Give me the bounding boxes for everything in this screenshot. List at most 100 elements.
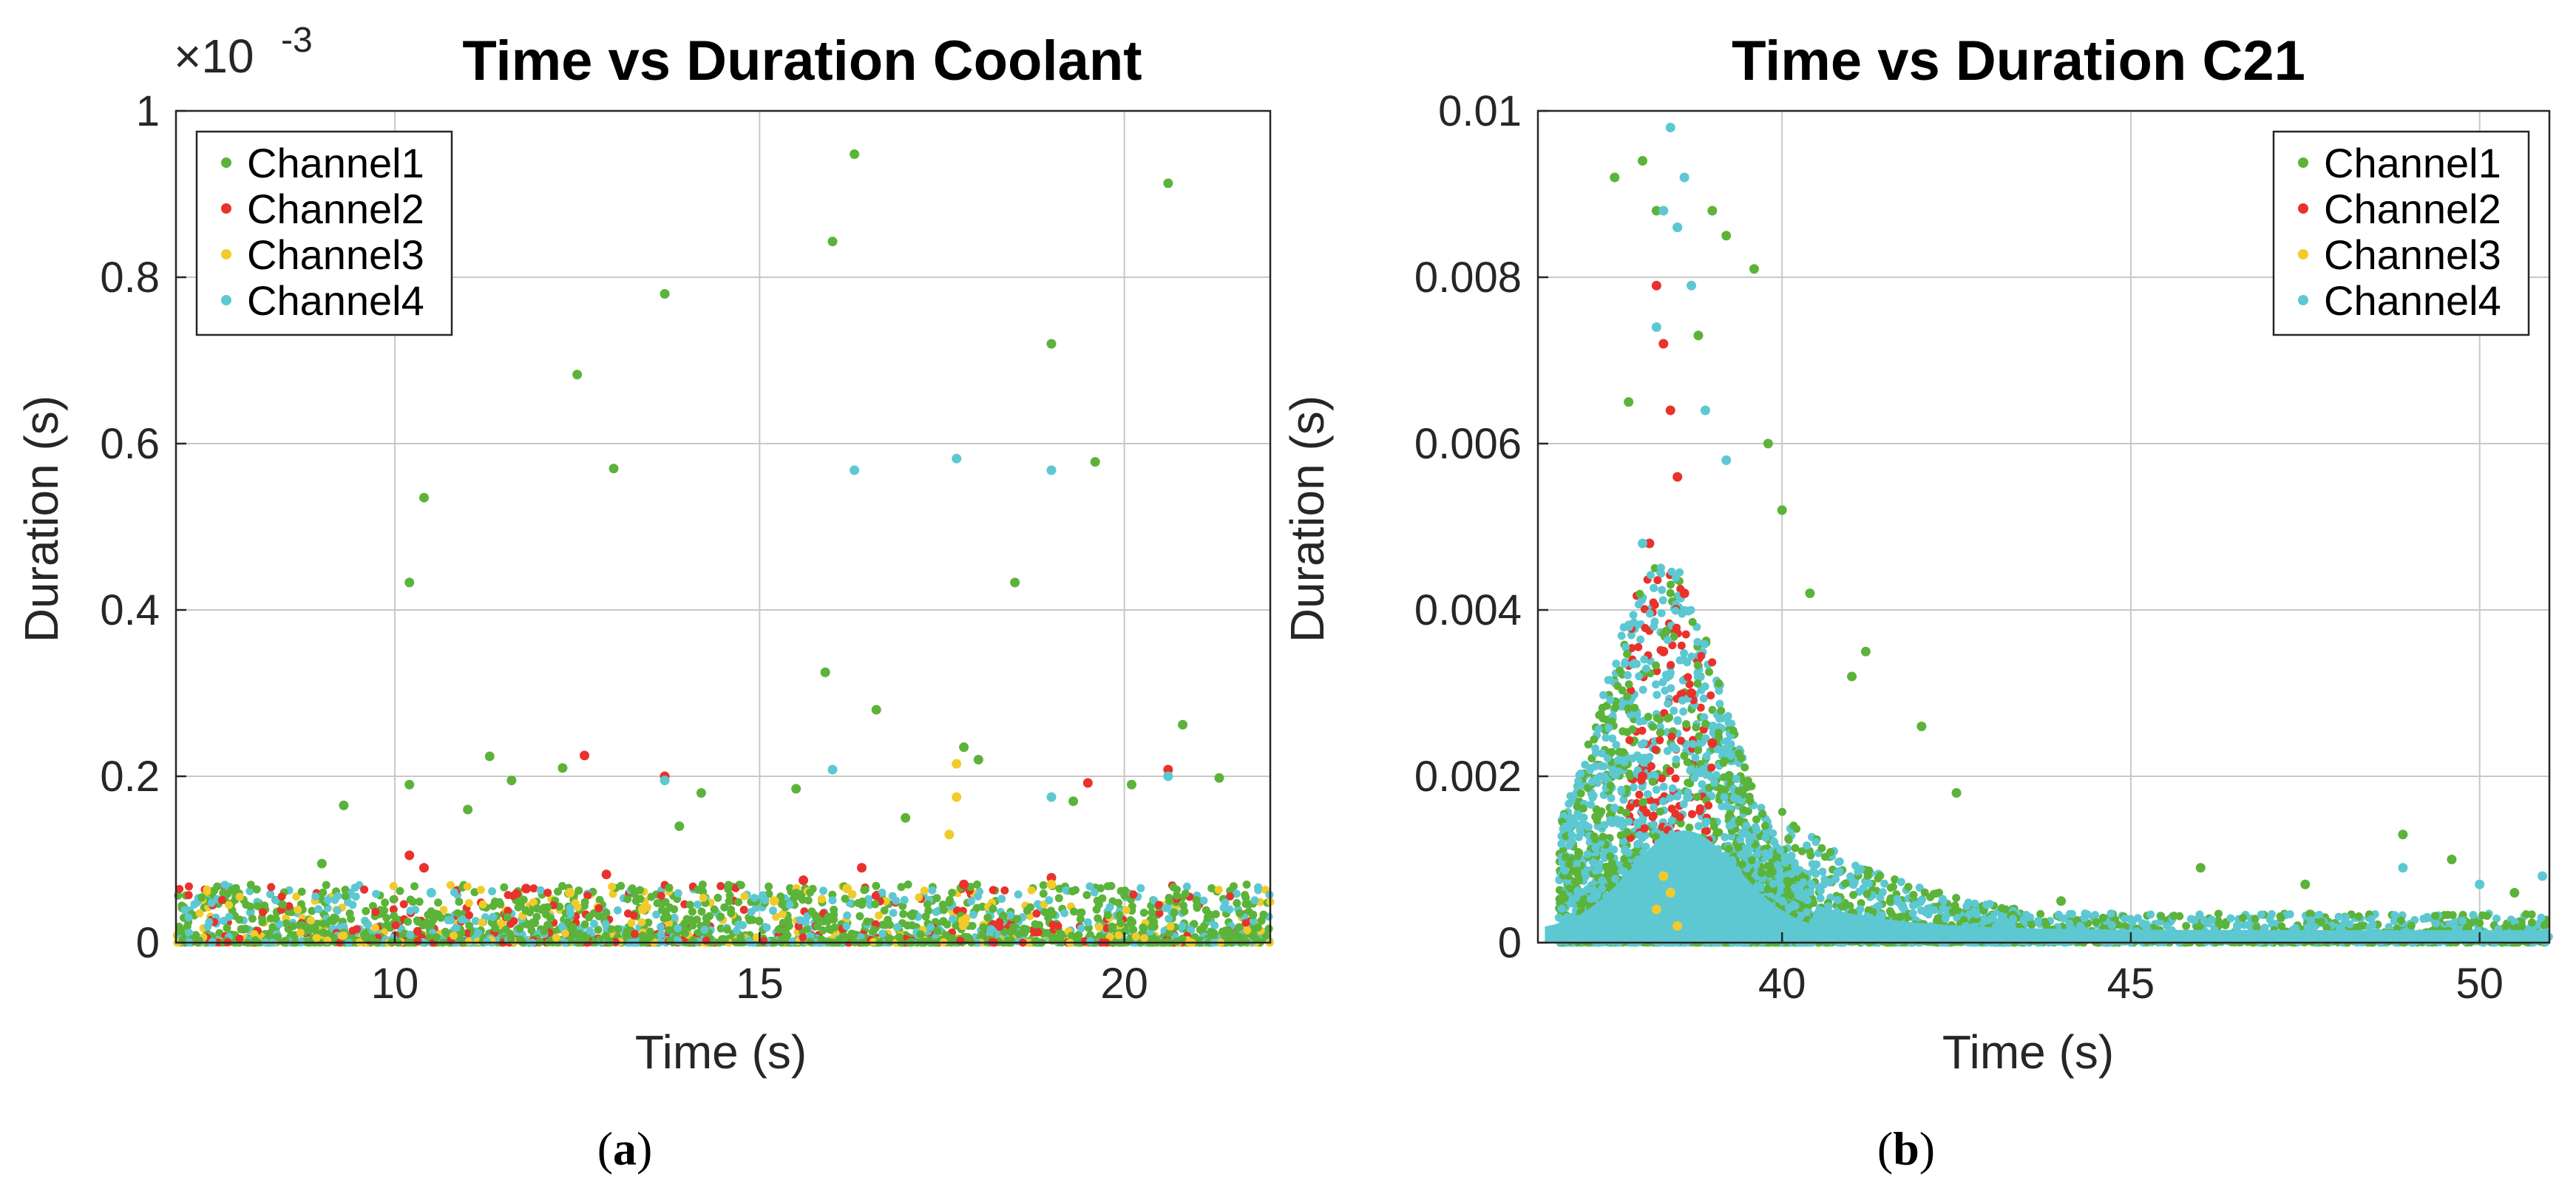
chart-a-dense-point: [413, 917, 422, 926]
chart-a-dense-point: [364, 920, 373, 929]
chart-b-dense-point: [1741, 763, 1749, 772]
chart-a-point-channel1: [871, 705, 881, 715]
chart-a-dense-point: [404, 917, 413, 926]
chart-b-dense-point: [1658, 586, 1667, 594]
chart-a-dense-point: [535, 937, 544, 946]
chart-a-dense-point: [806, 888, 815, 897]
chart-a-dense-point: [1076, 915, 1085, 923]
chart-a-dense-point: [478, 918, 487, 927]
chart-a-dense-point: [533, 904, 542, 913]
chart-a-dense-point: [665, 883, 674, 892]
chart-a-dense-point: [1250, 896, 1259, 905]
chart-a-dense-point: [529, 884, 538, 893]
chart-a-dense-point: [258, 908, 267, 917]
chart-a-dense-point: [956, 936, 965, 945]
chart-a-dense-point: [595, 895, 604, 904]
chart-a-dense-point: [1094, 900, 1103, 909]
chart-a-dense-point: [195, 909, 204, 917]
chart-a-dense-point: [819, 886, 828, 895]
chart-a-point-channel3: [944, 830, 955, 840]
chart-a-dense-point: [1006, 928, 1015, 937]
chart-a-point-channel1: [1214, 773, 1224, 783]
chart-b-dense-point: [1699, 694, 1708, 703]
chart-a-dense-point: [637, 917, 646, 926]
chart-a-dense-point: [326, 916, 335, 925]
chart-a-dense-point: [1221, 898, 1230, 907]
chart-a-point-channel1: [484, 751, 495, 761]
chart-a-dense-point: [1241, 919, 1250, 928]
chart-a-dense-point: [1082, 891, 1091, 900]
chart-a-dense-point: [698, 880, 707, 889]
chart-a-dense-point: [1108, 924, 1116, 933]
chart-a-dense-point: [1014, 929, 1023, 938]
chart-a-dense-point: [1155, 909, 1164, 917]
chart-a-dense-point: [223, 923, 231, 932]
chart-a-dense-point: [589, 919, 598, 928]
chart-a-dense-point: [1014, 890, 1023, 899]
chart-a-dense-point: [1027, 886, 1036, 895]
chart-a-dense-point: [389, 882, 398, 891]
chart-a-dense-point: [1060, 909, 1069, 917]
chart-a-dense-point: [948, 889, 957, 898]
chart-a-panel-letter: a: [613, 1122, 637, 1175]
chart-a-dense-point: [500, 883, 509, 892]
chart-a-dense-point: [566, 904, 574, 913]
chart-a-dense-point: [1162, 903, 1170, 912]
chart-a-dense-point: [449, 931, 458, 940]
chart-a-dense-point: [197, 893, 206, 902]
chart-a-dense-point: [453, 909, 462, 917]
chart-a-dense-point: [1097, 883, 1105, 892]
chart-a-dense-point: [768, 906, 777, 915]
chart-a-dense-point: [692, 915, 701, 924]
chart-a-dense-point: [1182, 882, 1191, 891]
chart-a-dense-point: [972, 880, 981, 889]
chart-a-dense-point: [904, 880, 912, 889]
chart-b-dense-point: [1817, 844, 1826, 852]
chart-a-dense-point: [1173, 891, 1182, 900]
chart-a-point-channel1: [827, 237, 838, 247]
chart-a-ytick-label: 0.8: [100, 254, 160, 302]
chart-a-dense-point: [391, 921, 400, 930]
chart-b-dense-point: [1682, 719, 1691, 728]
chart-a-dense-point: [339, 931, 348, 940]
chart-a-dense-point: [390, 912, 399, 920]
chart-b-dense-point: [1687, 652, 1696, 661]
chart-a-point-channel1: [791, 784, 801, 794]
chart-b-dense-point: [1590, 735, 1599, 744]
chart-a-ytick-label: 1: [136, 87, 160, 135]
chart-a-dense-point: [997, 895, 1006, 903]
chart-a: Time vs Duration Coolant ×10 -3 Time (s)…: [15, 21, 1275, 1175]
chart-a-point-channel1: [572, 370, 583, 380]
chart-a-dense-point: [1254, 883, 1263, 892]
chart-a-dense-point: [663, 913, 672, 922]
chart-a-dense-point: [371, 923, 380, 932]
chart-a-dense-point: [476, 886, 485, 895]
chart-a-dense-point: [1180, 907, 1189, 916]
chart-a-dense-point: [962, 914, 971, 923]
chart-a-dense-point: [1170, 909, 1179, 917]
chart-a-dense-point: [207, 899, 216, 908]
chart-a-dense-point: [540, 927, 549, 936]
chart-a-dense-point: [1054, 922, 1062, 931]
chart-a-point-channel2: [521, 883, 532, 894]
chart-a-dense-point: [1136, 883, 1145, 892]
chart-a-dense-point: [495, 898, 504, 906]
chart-a-dense-point: [1048, 910, 1057, 919]
chart-a-dense-point: [895, 932, 904, 941]
chart-a-dense-point: [880, 906, 889, 915]
chart-a-dense-point: [406, 930, 415, 939]
chart-a-legend-marker: [221, 157, 231, 168]
chart-a-point-channel3: [565, 888, 575, 898]
chart-a-dense-point: [389, 905, 398, 914]
chart-a-dense-point: [389, 895, 398, 903]
chart-a-dense-point: [755, 917, 764, 926]
chart-a-dense-point: [1069, 907, 1078, 916]
chart-a-dense-point: [177, 926, 186, 934]
chart-a-point-channel1: [660, 289, 670, 299]
chart-a-point-channel2: [580, 750, 590, 761]
chart-a-dense-point: [602, 909, 611, 917]
chart-a-dense-point: [553, 887, 562, 896]
chart-a-dense-point: [700, 926, 709, 934]
chart-a-point-channel1: [1068, 796, 1079, 807]
chart-a-dense-point: [799, 933, 807, 942]
